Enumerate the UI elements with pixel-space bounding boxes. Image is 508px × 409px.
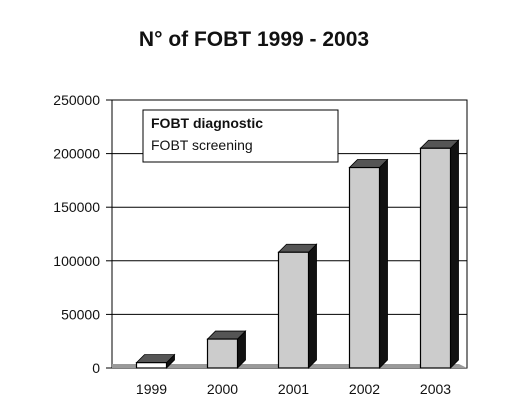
legend-entry-1: FOBT screening — [151, 137, 253, 153]
legend-box — [142, 109, 339, 163]
y-tick-label-4: 200000 — [53, 146, 100, 162]
bar-2003 — [419, 147, 452, 369]
bar-2001 — [277, 251, 310, 369]
x-tick-label-2001: 2001 — [278, 381, 309, 397]
x-tick-label-2003: 2003 — [420, 381, 451, 397]
bar-side-2002 — [379, 158, 388, 369]
legend-entry-0: FOBT diagnostic — [151, 115, 263, 131]
bar-side-2003 — [450, 139, 459, 369]
y-tick-label-1: 50000 — [61, 306, 100, 322]
y-tick-label-2: 100000 — [53, 253, 100, 269]
y-tick-label-5: 250000 — [53, 92, 100, 108]
x-tick-label-2000: 2000 — [207, 381, 238, 397]
bar-2002 — [348, 166, 381, 369]
y-tick-label-0: 0 — [92, 360, 100, 376]
bar-side-2001 — [308, 243, 317, 369]
x-tick-label-1999: 1999 — [136, 381, 167, 397]
bar-2000 — [206, 338, 239, 369]
chart-title: N° of FOBT 1999 - 2003 — [138, 28, 370, 51]
x-tick-label-2002: 2002 — [349, 381, 380, 397]
bar-1999 — [135, 362, 168, 369]
y-tick-label-3: 150000 — [53, 199, 100, 215]
